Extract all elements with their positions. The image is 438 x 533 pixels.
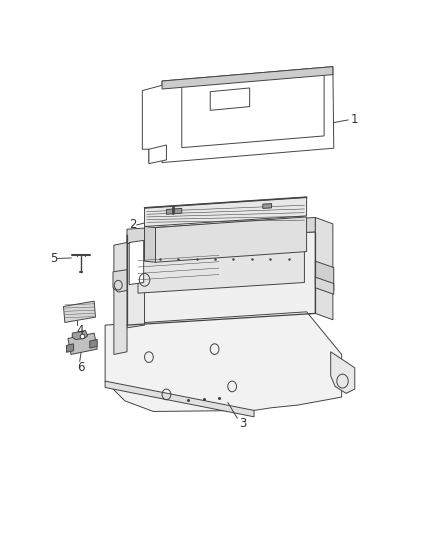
Text: 1: 1 xyxy=(350,114,358,126)
Polygon shape xyxy=(127,232,145,328)
Polygon shape xyxy=(263,204,272,208)
Polygon shape xyxy=(114,243,127,354)
Polygon shape xyxy=(138,240,304,293)
Polygon shape xyxy=(113,270,127,292)
Polygon shape xyxy=(142,67,334,163)
Text: 4: 4 xyxy=(77,324,84,337)
Polygon shape xyxy=(90,340,97,348)
Polygon shape xyxy=(72,330,88,340)
Polygon shape xyxy=(67,344,74,352)
Text: 6: 6 xyxy=(77,361,84,374)
Polygon shape xyxy=(315,261,334,290)
Polygon shape xyxy=(145,197,307,227)
Polygon shape xyxy=(64,301,95,322)
Polygon shape xyxy=(155,217,307,262)
Polygon shape xyxy=(149,145,166,164)
Text: 2: 2 xyxy=(129,219,137,231)
Polygon shape xyxy=(162,67,333,89)
Polygon shape xyxy=(127,217,315,244)
Polygon shape xyxy=(145,227,155,262)
Polygon shape xyxy=(210,88,250,110)
Polygon shape xyxy=(68,333,97,354)
Polygon shape xyxy=(182,74,324,148)
Text: 3: 3 xyxy=(239,417,246,430)
Polygon shape xyxy=(105,312,342,411)
Polygon shape xyxy=(315,277,334,294)
Polygon shape xyxy=(127,232,315,325)
Polygon shape xyxy=(331,352,355,393)
Polygon shape xyxy=(105,381,254,417)
Polygon shape xyxy=(315,217,333,320)
Text: 5: 5 xyxy=(50,252,58,265)
Polygon shape xyxy=(129,240,144,285)
Polygon shape xyxy=(166,208,182,214)
